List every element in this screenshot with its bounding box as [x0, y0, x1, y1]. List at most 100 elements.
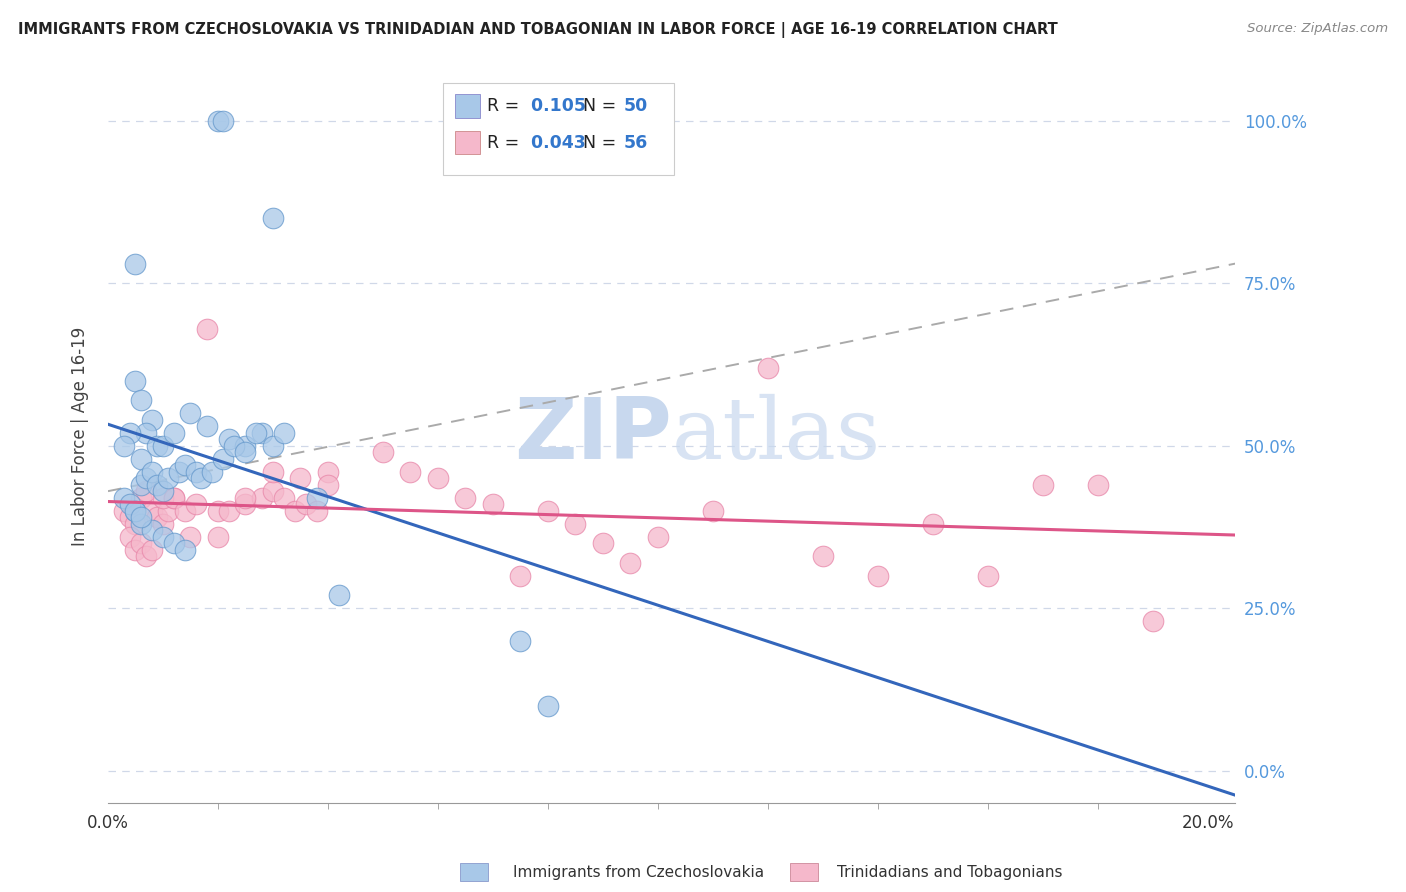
- Point: [146, 439, 169, 453]
- Point: [235, 445, 257, 459]
- Point: [207, 113, 229, 128]
- Point: [124, 516, 146, 531]
- Point: [482, 497, 505, 511]
- Point: [647, 530, 669, 544]
- Point: [250, 491, 273, 505]
- Point: [174, 458, 197, 472]
- Point: [316, 465, 339, 479]
- Text: ZIP: ZIP: [515, 394, 672, 477]
- Point: [284, 504, 307, 518]
- Text: N =: N =: [572, 134, 623, 152]
- Text: N =: N =: [572, 97, 623, 115]
- Point: [977, 568, 1000, 582]
- Point: [262, 484, 284, 499]
- Text: Trinidadians and Tobagonians: Trinidadians and Tobagonians: [837, 865, 1062, 880]
- Point: [124, 374, 146, 388]
- Point: [152, 439, 174, 453]
- Text: R =: R =: [486, 134, 524, 152]
- Point: [212, 451, 235, 466]
- Point: [184, 465, 207, 479]
- Point: [235, 491, 257, 505]
- FancyBboxPatch shape: [456, 131, 479, 154]
- Point: [135, 425, 157, 440]
- Point: [129, 510, 152, 524]
- Point: [114, 439, 136, 453]
- Point: [218, 504, 240, 518]
- FancyBboxPatch shape: [456, 95, 479, 118]
- Point: [290, 471, 312, 485]
- Point: [163, 425, 186, 440]
- Point: [146, 477, 169, 491]
- Point: [152, 484, 174, 499]
- Point: [564, 516, 586, 531]
- Point: [179, 406, 201, 420]
- Point: [124, 542, 146, 557]
- Point: [537, 504, 560, 518]
- Point: [124, 504, 146, 518]
- Point: [592, 536, 614, 550]
- Point: [163, 491, 186, 505]
- Point: [1087, 477, 1109, 491]
- Point: [866, 568, 889, 582]
- Point: [141, 504, 163, 518]
- Text: 56: 56: [623, 134, 647, 152]
- Point: [129, 477, 152, 491]
- Point: [157, 471, 180, 485]
- Point: [702, 504, 724, 518]
- Point: [190, 471, 212, 485]
- Point: [135, 484, 157, 499]
- Text: Source: ZipAtlas.com: Source: ZipAtlas.com: [1247, 22, 1388, 36]
- Point: [371, 445, 394, 459]
- Point: [305, 491, 328, 505]
- Point: [273, 491, 295, 505]
- Point: [756, 360, 779, 375]
- Point: [262, 465, 284, 479]
- Text: atlas: atlas: [672, 394, 880, 477]
- Point: [146, 510, 169, 524]
- Point: [163, 536, 186, 550]
- Point: [811, 549, 834, 564]
- Point: [235, 439, 257, 453]
- Point: [201, 465, 224, 479]
- Point: [157, 504, 180, 518]
- Point: [129, 536, 152, 550]
- Point: [163, 491, 186, 505]
- Point: [921, 516, 943, 531]
- Point: [129, 393, 152, 408]
- Point: [328, 588, 350, 602]
- Text: 50: 50: [623, 97, 647, 115]
- Point: [169, 465, 191, 479]
- Point: [262, 211, 284, 225]
- Point: [207, 504, 229, 518]
- Point: [235, 497, 257, 511]
- Point: [295, 497, 318, 511]
- Point: [454, 491, 477, 505]
- Point: [619, 556, 641, 570]
- Point: [152, 516, 174, 531]
- Point: [135, 471, 157, 485]
- Point: [141, 523, 163, 537]
- Point: [212, 113, 235, 128]
- Point: [1032, 477, 1054, 491]
- Y-axis label: In Labor Force | Age 16-19: In Labor Force | Age 16-19: [72, 326, 89, 546]
- Point: [195, 419, 218, 434]
- Point: [118, 510, 141, 524]
- Point: [129, 516, 152, 531]
- Text: IMMIGRANTS FROM CZECHOSLOVAKIA VS TRINIDADIAN AND TOBAGONIAN IN LABOR FORCE | AG: IMMIGRANTS FROM CZECHOSLOVAKIA VS TRINID…: [18, 22, 1059, 38]
- Point: [141, 542, 163, 557]
- Point: [124, 257, 146, 271]
- Point: [399, 465, 422, 479]
- Point: [184, 497, 207, 511]
- Point: [218, 432, 240, 446]
- Point: [224, 439, 246, 453]
- Point: [195, 321, 218, 335]
- Point: [179, 530, 201, 544]
- Point: [426, 471, 449, 485]
- Text: 0.105: 0.105: [524, 97, 586, 115]
- Point: [118, 530, 141, 544]
- Point: [129, 491, 152, 505]
- Point: [118, 497, 141, 511]
- Point: [262, 439, 284, 453]
- Point: [305, 504, 328, 518]
- Point: [250, 425, 273, 440]
